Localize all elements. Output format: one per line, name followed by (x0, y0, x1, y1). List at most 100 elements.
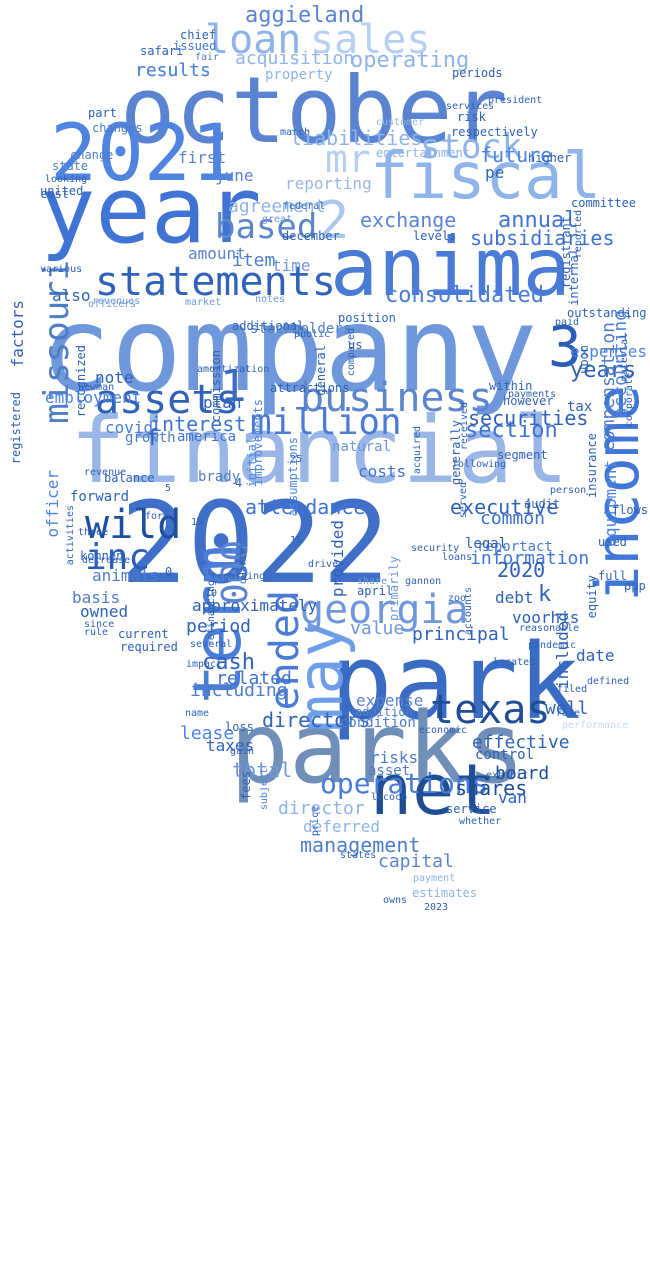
word-whether: whether (459, 816, 502, 827)
word-amount: amount (188, 244, 246, 263)
word-net: net (370, 749, 497, 831)
word-common: common (480, 508, 546, 529)
word-10: 10 (205, 588, 218, 599)
word-first: first (178, 148, 227, 167)
word-subsidiaries: subsidiaries (470, 226, 615, 250)
word-f: f (146, 426, 160, 451)
word-person: person (550, 485, 587, 496)
word-liabilities: liabilities (290, 126, 423, 150)
word-officer: officer (43, 470, 62, 538)
word-position: position (338, 311, 396, 325)
word-period: period (186, 616, 252, 637)
word-safari: safari (140, 44, 184, 58)
word-park: park (330, 621, 581, 743)
word-change: change (70, 148, 114, 162)
word-outstanding: outstanding (567, 306, 647, 320)
word-consolidated: consolidated (385, 283, 544, 308)
word-issued: issued (173, 39, 217, 53)
word-owned: owned (80, 602, 129, 621)
word-fair: fair (195, 52, 220, 63)
word-segment: segment (497, 448, 548, 462)
word-performance: performance (562, 720, 629, 731)
word-sales: sales (310, 17, 431, 63)
word-lease: lease (180, 723, 235, 744)
word-respectively: respectively (451, 125, 538, 139)
word-april: april (357, 584, 394, 598)
word-us: us (348, 338, 363, 352)
word-upon: upon (577, 345, 591, 374)
word-texas: texas (430, 687, 551, 733)
word-fees: fees (239, 771, 253, 800)
word-pandemic: pandemic (528, 640, 577, 651)
word-subject: subject (259, 768, 270, 811)
word-higher: higher (528, 151, 572, 165)
word-year: year (40, 157, 262, 264)
word-rule: rule (84, 627, 109, 638)
word-officers: officers (88, 299, 137, 310)
word-material: material (619, 333, 630, 382)
word-date: date (576, 646, 615, 665)
word-1: 1 (220, 361, 247, 412)
word-three: three (78, 527, 109, 538)
word-executive: executive (450, 495, 559, 519)
word-information: information (470, 548, 590, 569)
word-forward: forward (70, 489, 130, 505)
word-shares: shares (455, 776, 528, 800)
word-payment: payment (413, 873, 456, 884)
word-4: 4 (235, 476, 243, 490)
word-assumptions: assumptions (286, 437, 300, 517)
word-aggieland: aggieland (245, 3, 365, 28)
word-stock: stock (420, 127, 523, 167)
word-president: president (488, 95, 543, 106)
word-animals: animals (92, 566, 160, 585)
word-paid: paid (555, 317, 580, 328)
word-served: served (458, 482, 469, 519)
word-insurance: insurance (585, 433, 599, 499)
word-covid: covid (105, 418, 154, 437)
word-debt: debt (495, 588, 534, 607)
word-2: 2 (318, 191, 350, 251)
word-property: property (265, 67, 333, 83)
word-various: various (40, 264, 83, 275)
word-statements: statements (95, 259, 336, 305)
word-note: note (95, 368, 134, 387)
word-approximately: approximately (192, 596, 318, 615)
word-compensation: compensation (598, 322, 619, 453)
word-newman: newman (78, 382, 115, 393)
word-october: october (120, 57, 508, 164)
word-future: future (480, 143, 553, 167)
word-recognized: recognized (74, 345, 88, 418)
word-economic: economic (419, 725, 468, 736)
word-reasonable: reasonable (519, 623, 580, 634)
word-cost: cost (40, 187, 69, 201)
word-related: related (216, 668, 292, 689)
word-addition: addition (355, 705, 413, 719)
word-states: states (340, 850, 377, 861)
word-acquisition: acquisition (235, 48, 355, 69)
word-19: 19 (191, 517, 204, 528)
word-van: van (498, 788, 527, 807)
word-3: 3 (548, 315, 582, 380)
word-condition: condition (340, 715, 416, 731)
word-current: current (118, 627, 169, 641)
word-regarding: regarding (211, 571, 266, 582)
word-market: market (185, 297, 222, 308)
word-commission: commission (209, 350, 223, 423)
word-balance: balance (104, 471, 155, 485)
word-exhibit: exhibit (486, 770, 529, 781)
word-tax: tax (567, 399, 593, 415)
word-registrant: registrant (559, 216, 573, 289)
word-assets: assets (95, 377, 240, 423)
word-reporting: reporting (285, 174, 372, 193)
word-cash: cash (202, 650, 255, 675)
word-asset: asset (368, 763, 411, 779)
word-growth: growth (125, 430, 176, 446)
word-also: also (52, 286, 91, 305)
word-taxes: taxes (206, 736, 255, 755)
word-including: including (190, 680, 288, 701)
word-time: time (272, 256, 311, 275)
word-loan: loan (205, 17, 302, 63)
word-director: director (278, 798, 365, 819)
word-interest: interest (150, 412, 247, 436)
word-effective: effective (472, 732, 570, 753)
